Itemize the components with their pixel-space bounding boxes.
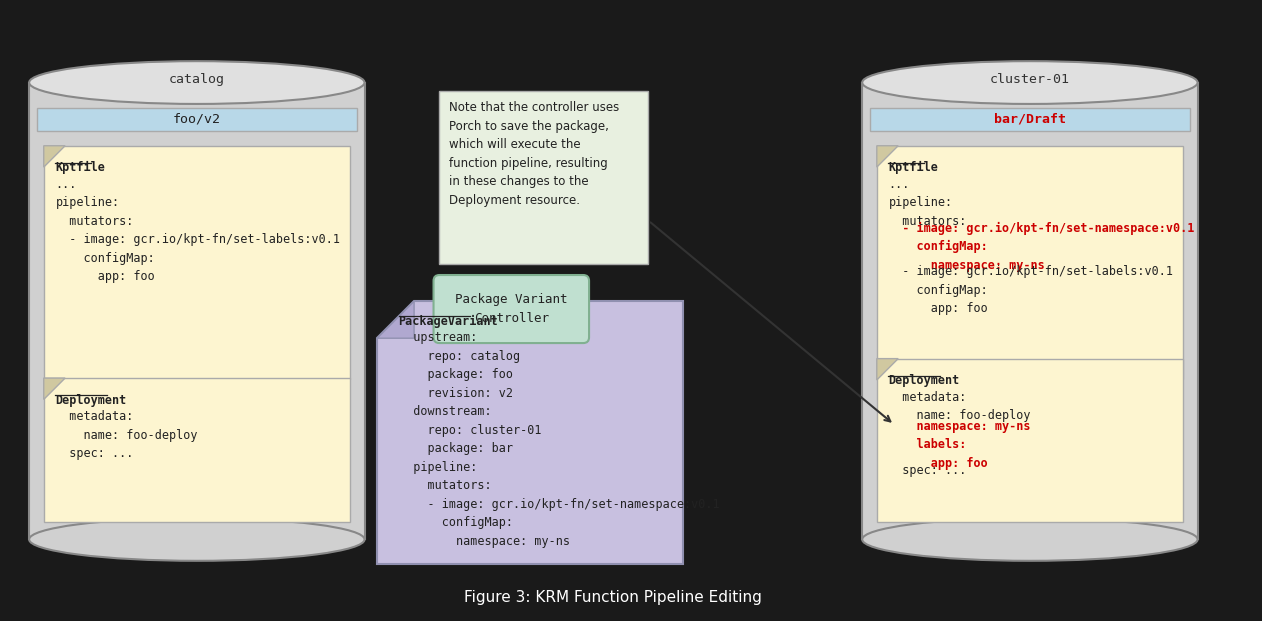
FancyBboxPatch shape xyxy=(877,358,1182,522)
Ellipse shape xyxy=(862,61,1198,104)
Text: Package Variant
Controller: Package Variant Controller xyxy=(456,293,568,325)
FancyBboxPatch shape xyxy=(439,91,649,265)
Text: catalog: catalog xyxy=(169,73,225,86)
Text: metadata:
    name: foo-deploy
  spec: ...: metadata: name: foo-deploy spec: ... xyxy=(56,410,198,460)
Text: - image: gcr.io/kpt-fn/set-namespace:v0.1
    configMap:
      namespace: my-ns: - image: gcr.io/kpt-fn/set-namespace:v0.… xyxy=(888,222,1195,272)
Ellipse shape xyxy=(29,518,365,561)
Text: ...
pipeline:
  mutators:: ... pipeline: mutators: xyxy=(888,178,967,228)
Text: cluster-01: cluster-01 xyxy=(989,73,1070,86)
FancyBboxPatch shape xyxy=(44,146,350,379)
Text: Note that the controller uses
Porch to save the package,
which will execute the
: Note that the controller uses Porch to s… xyxy=(449,101,620,207)
Ellipse shape xyxy=(29,61,365,104)
FancyBboxPatch shape xyxy=(877,146,1182,379)
FancyBboxPatch shape xyxy=(870,108,1190,131)
FancyBboxPatch shape xyxy=(37,108,357,131)
Polygon shape xyxy=(44,146,66,167)
Text: Figure 3: KRM Function Pipeline Editing: Figure 3: KRM Function Pipeline Editing xyxy=(464,589,762,605)
Polygon shape xyxy=(377,301,414,338)
Text: bar/Draft: bar/Draft xyxy=(994,113,1066,126)
Polygon shape xyxy=(44,378,66,399)
Text: ...
pipeline:
  mutators:
  - image: gcr.io/kpt-fn/set-labels:v0.1
    configMap: ... pipeline: mutators: - image: gcr.io/… xyxy=(56,178,341,283)
Polygon shape xyxy=(862,83,1198,540)
Text: PackageVariant: PackageVariant xyxy=(399,315,498,328)
Polygon shape xyxy=(377,301,683,564)
Text: Kptfile: Kptfile xyxy=(888,161,939,175)
FancyBboxPatch shape xyxy=(44,378,350,522)
Polygon shape xyxy=(29,83,365,540)
Text: foo/v2: foo/v2 xyxy=(173,113,221,126)
Text: namespace: my-ns
    labels:
      app: foo: namespace: my-ns labels: app: foo xyxy=(888,420,1031,470)
Text: metadata:
    name: foo-deploy: metadata: name: foo-deploy xyxy=(888,391,1031,422)
Text: spec: ...: spec: ... xyxy=(888,464,967,476)
Text: Kptfile: Kptfile xyxy=(56,161,105,175)
Polygon shape xyxy=(877,358,899,380)
Polygon shape xyxy=(877,146,899,167)
Text: - image: gcr.io/kpt-fn/set-labels:v0.1
    configMap:
      app: foo: - image: gcr.io/kpt-fn/set-labels:v0.1 c… xyxy=(888,265,1174,315)
Ellipse shape xyxy=(862,518,1198,561)
Text: upstream:
    repo: catalog
    package: foo
    revision: v2
  downstream:
    : upstream: repo: catalog package: foo rev… xyxy=(399,332,719,548)
FancyBboxPatch shape xyxy=(434,275,589,343)
Text: Deployment: Deployment xyxy=(888,374,959,387)
Text: Deployment: Deployment xyxy=(56,394,126,407)
